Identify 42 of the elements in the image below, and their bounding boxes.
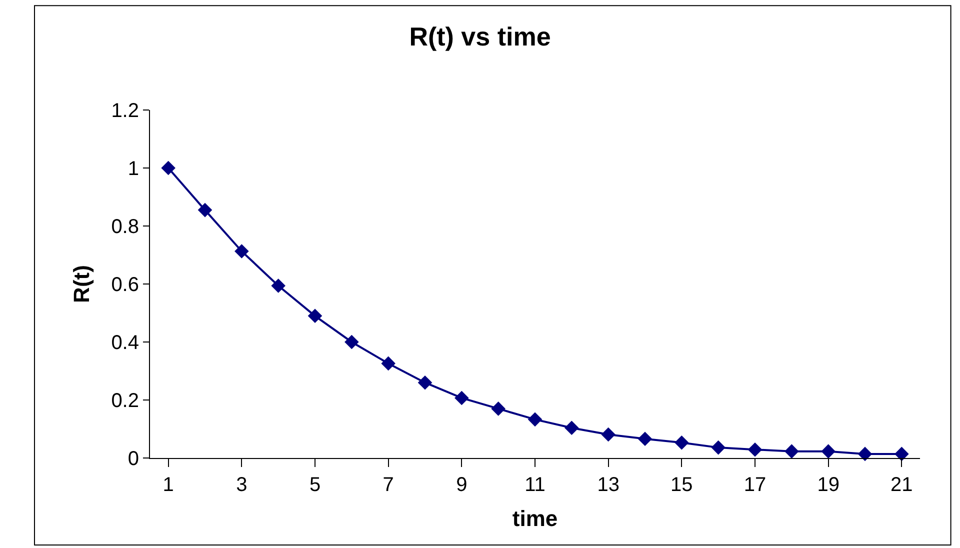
point	[198, 202, 212, 218]
y-tick-label: 0.2	[111, 390, 139, 412]
point	[858, 446, 872, 462]
point	[271, 278, 286, 293]
x-tick-label: 1	[162, 474, 174, 496]
point	[418, 375, 432, 390]
x-tick-label: 11	[524, 474, 546, 496]
x-tick-label: 9	[456, 474, 468, 496]
y-tick-label: 1.2	[111, 100, 139, 122]
point	[308, 308, 322, 324]
point	[564, 420, 579, 435]
point	[161, 160, 176, 176]
x-axis-title: time	[512, 506, 558, 531]
y-tick-label: 0	[128, 448, 139, 470]
y-tick-label: 0.4	[111, 332, 139, 354]
point	[674, 435, 689, 450]
point	[711, 440, 726, 455]
x-tick-label: 17	[744, 474, 766, 496]
y-tick-label: 0.8	[111, 216, 139, 238]
point	[454, 390, 469, 406]
x-tick-label: 13	[597, 474, 620, 496]
x-tick-label: 21	[890, 474, 913, 496]
x-tick-label: 7	[382, 474, 394, 496]
x-tick-label: 15	[670, 474, 693, 496]
y-tick-label: 1	[128, 158, 139, 180]
y-axis-title: R(t)	[68, 265, 94, 303]
x-tick-label: 5	[309, 474, 321, 496]
point	[491, 402, 506, 416]
x-tick-label: 3	[236, 474, 248, 496]
x-tick-label: 19	[817, 474, 840, 496]
y-tick-label: 0.6	[111, 274, 139, 296]
point	[821, 444, 836, 458]
point	[894, 446, 909, 462]
point	[381, 356, 396, 371]
point	[528, 412, 542, 427]
point	[784, 444, 799, 458]
point	[638, 432, 652, 446]
point	[344, 334, 359, 350]
point	[601, 427, 616, 442]
point	[234, 244, 249, 258]
point	[748, 442, 762, 457]
chart-title: R(t) vs time	[409, 22, 551, 52]
